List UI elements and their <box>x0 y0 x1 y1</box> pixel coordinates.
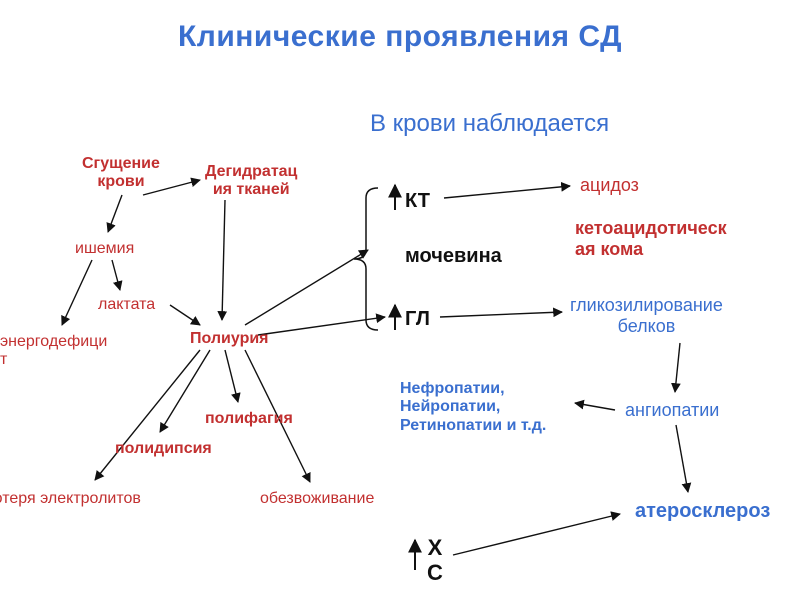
edge <box>160 350 210 432</box>
edge <box>258 317 385 335</box>
edge <box>170 305 200 325</box>
edge <box>453 514 620 555</box>
node-glyco: гликозилирование белков <box>570 295 723 336</box>
edge <box>225 350 238 402</box>
diagram-stage: Клинические проявления СД В крови наблюд… <box>0 0 800 600</box>
edge <box>675 343 680 392</box>
edge <box>245 250 368 325</box>
node-degidr: Дегидратац ия тканей <box>205 163 297 200</box>
node-polidipsia: полидипсия <box>115 440 212 458</box>
node-kt: КТ <box>405 190 430 213</box>
node-poliuria: Полиурия <box>190 330 269 348</box>
subtitle: В крови наблюдается <box>370 110 609 138</box>
node-gl: ГЛ <box>405 308 430 331</box>
edge <box>676 425 688 492</box>
node-kacoma: кетоацидотическ ая кома <box>575 218 727 259</box>
node-ishemia: ишемия <box>75 240 134 258</box>
node-laktat: лактата <box>98 296 155 314</box>
node-energo: энергодефици т <box>0 333 107 370</box>
node-poterya: потеря электролитов <box>0 490 141 508</box>
page-title: Клинические проявления СД <box>0 20 800 54</box>
node-nefro: Нефропатии, Нейропатии, Ретинопатии и т.… <box>400 380 546 435</box>
edge <box>62 260 92 325</box>
edge <box>112 260 120 290</box>
node-athero: атеросклероз <box>635 500 770 523</box>
edge <box>95 350 200 480</box>
node-acidoz: ацидоз <box>580 175 639 196</box>
node-obezvozh: обезвоживание <box>260 490 374 508</box>
node-polifagia: полифагия <box>205 410 293 428</box>
edge <box>575 403 615 410</box>
node-mochevina: мочевина <box>405 245 502 268</box>
edge <box>222 200 225 320</box>
node-sgushenie: Сгущение крови <box>82 155 160 192</box>
node-angio: ангиопатии <box>625 400 719 421</box>
brace <box>354 188 378 330</box>
edge <box>108 195 122 232</box>
edge <box>440 312 562 317</box>
edge <box>444 186 570 198</box>
node-xc: Х С <box>427 535 443 586</box>
